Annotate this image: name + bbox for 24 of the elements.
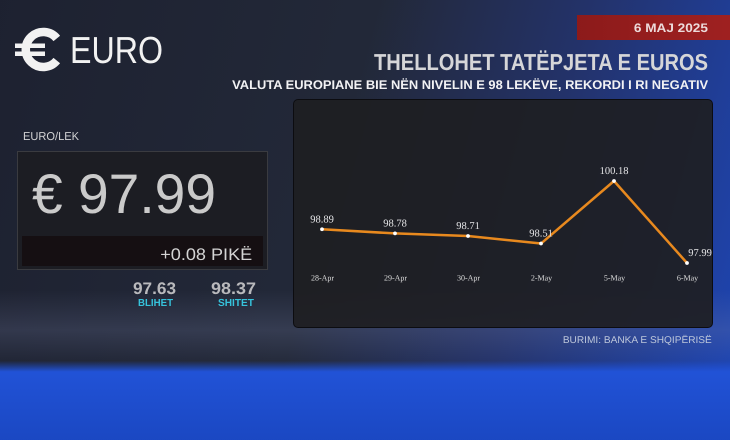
text: 6 MAJ 2025 — [634, 20, 708, 35]
x-tick-label: 29-Apr — [384, 274, 408, 282]
x-tick-label: 6-May — [676, 274, 698, 282]
x-tick-label: 5-May — [604, 274, 626, 282]
data-label: 98.51 — [529, 228, 553, 240]
x-tick-label: 30-Apr — [456, 274, 480, 282]
text: 97.63 — [133, 278, 176, 298]
text: BLIHET — [138, 298, 173, 309]
data-label: 98.78 — [383, 218, 407, 230]
x-tick-label: 2-May — [530, 274, 552, 282]
text: 98.37 — [211, 278, 256, 298]
text: +0.08 PIKË — [160, 245, 252, 264]
x-tick-label: 28-Apr — [310, 274, 334, 282]
data-label: 97.99 — [688, 248, 712, 259]
text: € 97.99 — [32, 162, 216, 225]
text: BURIMI: BANKA E SHQIPËRISË — [563, 335, 712, 346]
data-label: 98.71 — [456, 221, 480, 232]
text: SHITET — [218, 298, 254, 309]
data-label: 98.89 — [310, 214, 334, 226]
data-label: 100.18 — [600, 166, 628, 177]
chart-title: THELLOHET TATËPJETA E EUROS — [374, 48, 708, 74]
chart-subtitle: VALUTA EUROPIANE BIE NËN NIVELIN E 98 LEKËVE, REKORDI I RI NEGATIV — [232, 78, 708, 92]
text: EURO/LEK — [23, 131, 79, 144]
text: EURO — [70, 29, 163, 72]
